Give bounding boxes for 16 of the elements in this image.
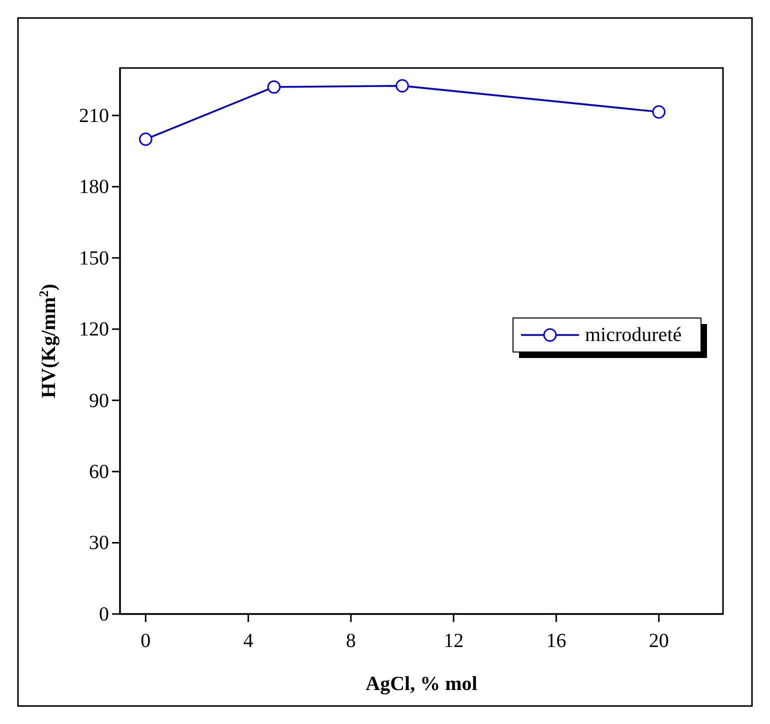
x-tick-label: 20: [648, 630, 669, 652]
y-tick-label: 120: [79, 318, 109, 341]
x-tick-label: 8: [346, 630, 356, 652]
y-tick-label: 210: [79, 104, 109, 127]
y-tick-label: 90: [89, 390, 109, 412]
x-axis-title: AgCl, % mol: [366, 673, 478, 695]
y-tick-label: 0: [99, 603, 109, 626]
y-tick-label: 150: [79, 247, 109, 270]
x-tick-label: 4: [243, 630, 254, 652]
y-tick-label: 30: [89, 532, 109, 554]
y-tick-label: 60: [89, 460, 109, 483]
y-tick-label: 180: [79, 176, 109, 198]
legend-label: microdureté: [585, 324, 682, 346]
x-tick-label: 12: [444, 630, 464, 652]
x-tick-label: 0: [140, 630, 151, 652]
x-tick-label: 16: [546, 630, 566, 652]
